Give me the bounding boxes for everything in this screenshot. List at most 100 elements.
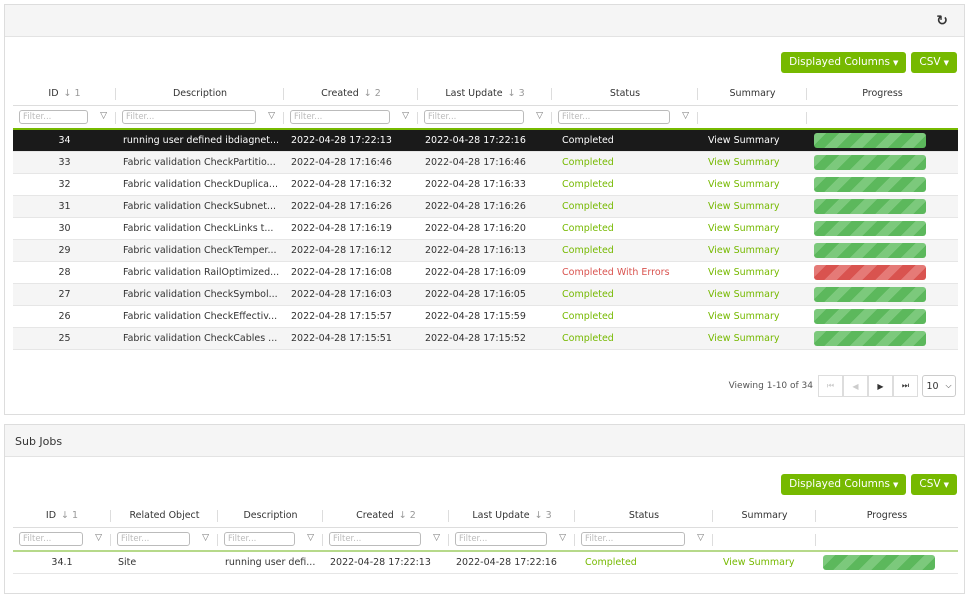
filter-input[interactable]: Filter... <box>117 531 190 546</box>
column-header[interactable]: ID ↓ 1 <box>13 505 111 527</box>
column-header[interactable]: Created ↓ 2 <box>284 83 418 105</box>
header-row: ID ↓ 1 Related Object Description Created ↓ 2… <box>13 505 958 527</box>
view-summary-link[interactable]: View Summary <box>698 305 807 328</box>
column-header[interactable]: Related Object <box>111 505 218 527</box>
column-label: Created <box>321 88 359 100</box>
column-header[interactable]: Created ↓ 2 <box>323 505 449 527</box>
id-cell: 28 <box>13 261 116 284</box>
filter-icon[interactable]: ▽ <box>268 110 275 121</box>
filter-icon[interactable]: ▽ <box>682 110 689 121</box>
view-summary-link[interactable]: View Summary <box>698 327 807 350</box>
view-summary-link[interactable]: View Summary <box>698 195 807 218</box>
prev-page-button[interactable]: ◀ <box>843 375 868 397</box>
created-cell: 2022-04-28 17:22:13 <box>284 129 418 152</box>
table-row[interactable]: 25 Fabric validation CheckCables ... 2022-… <box>13 327 958 350</box>
column-header[interactable]: Description <box>116 83 284 105</box>
table-row[interactable]: 30 Fabric validation CheckLinks t... 2022-… <box>13 217 958 240</box>
filter-input[interactable]: Filter... <box>455 531 547 546</box>
column-label: Progress <box>866 510 908 522</box>
column-header[interactable]: ID ↓ 1 <box>13 83 116 105</box>
view-summary-link[interactable]: View Summary <box>698 151 807 174</box>
table-row[interactable]: 32 Fabric validation CheckDuplica... 2022-… <box>13 173 958 196</box>
view-summary-link[interactable]: View Summary <box>698 239 807 262</box>
filter-icon[interactable]: ▽ <box>100 110 107 121</box>
filter-input[interactable]: Filter... <box>224 531 295 546</box>
column-header[interactable]: Status <box>575 505 713 527</box>
created-cell: 2022-04-28 17:16:03 <box>284 283 418 306</box>
table-row[interactable]: 33 Fabric validation CheckPartitio... 2022… <box>13 151 958 174</box>
table-row[interactable]: 29 Fabric validation CheckTemper... 2022-0… <box>13 239 958 262</box>
filter-icon[interactable]: ▽ <box>536 110 543 121</box>
view-summary-link[interactable]: View Summary <box>713 551 816 574</box>
column-header[interactable]: Last Update ↓ 3 <box>418 83 552 105</box>
progress-bar <box>814 220 926 236</box>
table-row[interactable]: 26 Fabric validation CheckEffectiv... 2022… <box>13 305 958 328</box>
sub-csv-button[interactable]: CSV ▼ <box>911 474 957 495</box>
filter-icon[interactable]: ▽ <box>202 532 209 543</box>
created-cell: 2022-04-28 17:16:08 <box>284 261 418 284</box>
sub-displayed-columns-button[interactable]: Displayed Columns ▼ <box>781 474 907 495</box>
column-header[interactable]: Summary <box>698 83 807 105</box>
filter-icon[interactable]: ▽ <box>433 532 440 543</box>
displayed-columns-button[interactable]: Displayed Columns ▼ <box>781 52 907 73</box>
description-cell: Fabric validation CheckEffectiv... <box>116 305 284 328</box>
pagination-info: Viewing 1-10 of 34 <box>728 381 813 391</box>
column-header[interactable]: Progress <box>807 83 958 105</box>
sort-order: 2 <box>374 88 381 100</box>
sub-jobs-panel: Sub Jobs Displayed Columns ▼ CSV ▼ ID ↓ 1 Re… <box>4 424 965 594</box>
filter-icon[interactable]: ▽ <box>697 532 704 543</box>
table-row[interactable]: 34.1 Site running user defi... 2022-04-28 1… <box>13 551 958 574</box>
status-cell: Completed <box>575 551 713 574</box>
last-page-button[interactable]: ⏭ <box>893 375 918 397</box>
table-row[interactable]: 28 Fabric validation RailOptimized... 2022… <box>13 261 958 284</box>
view-summary-link[interactable]: View Summary <box>698 283 807 306</box>
filter-icon[interactable]: ▽ <box>559 532 566 543</box>
next-page-button[interactable]: ▶ <box>868 375 893 397</box>
id-cell: 32 <box>13 173 116 196</box>
filter-input[interactable]: Filter... <box>558 109 670 124</box>
filter-input[interactable]: Filter... <box>424 109 524 124</box>
filter-icon[interactable]: ▽ <box>95 532 102 543</box>
column-header[interactable]: Status <box>552 83 698 105</box>
column-header[interactable]: Description <box>218 505 323 527</box>
column-label: Description <box>172 88 228 100</box>
column-label: ID <box>48 88 59 100</box>
view-summary-link[interactable]: View Summary <box>698 173 807 196</box>
sort-desc-icon: ↓ 3 <box>534 510 552 522</box>
id-cell: 33 <box>13 151 116 174</box>
view-summary-link[interactable]: View Summary <box>698 217 807 240</box>
filter-icon[interactable]: ▽ <box>402 110 409 121</box>
view-summary-link[interactable]: View Summary <box>698 261 807 284</box>
progress-bar <box>814 330 926 346</box>
related-cell: Site <box>111 551 218 574</box>
description-cell: running user defined ibdiagnet... <box>116 129 284 152</box>
filter-icon[interactable]: ▽ <box>307 532 314 543</box>
sort-order: 3 <box>545 510 552 522</box>
description-cell: Fabric validation CheckPartitio... <box>116 151 284 174</box>
refresh-icon[interactable]: ↻ <box>936 13 948 29</box>
description-cell: Fabric validation CheckSymbol... <box>116 283 284 306</box>
filter-input[interactable]: Filter... <box>19 109 88 124</box>
page-size-value: 10 <box>926 380 939 392</box>
csv-button[interactable]: CSV ▼ <box>911 52 957 73</box>
column-header[interactable]: Summary <box>713 505 816 527</box>
column-label: Summary <box>741 510 788 522</box>
column-label: Last Update <box>472 510 530 522</box>
filter-input[interactable]: Filter... <box>122 109 256 124</box>
column-header[interactable]: Last Update ↓ 3 <box>449 505 575 527</box>
filter-input[interactable]: Filter... <box>329 531 421 546</box>
column-header[interactable]: Progress <box>816 505 958 527</box>
table-row[interactable]: 34 running user defined ibdiagnet... 2022-… <box>13 129 958 152</box>
filter-input[interactable]: Filter... <box>581 531 685 546</box>
page-size-select[interactable]: 10 ⌵ <box>922 375 956 397</box>
table-row[interactable]: 27 Fabric validation CheckSymbol... 2022-0… <box>13 283 958 306</box>
table-row[interactable]: 31 Fabric validation CheckSubnet... 2022-0… <box>13 195 958 218</box>
filter-row: Filter... ▽ Filter... ▽ Filter... ▽ Filter... ▽… <box>13 527 958 551</box>
created-cell: 2022-04-28 17:16:46 <box>284 151 418 174</box>
view-summary-link[interactable]: View Summary <box>698 129 807 152</box>
filter-input[interactable]: Filter... <box>19 531 83 546</box>
description-cell: Fabric validation CheckTemper... <box>116 239 284 262</box>
first-page-button[interactable]: ⏮ <box>818 375 843 397</box>
filter-input[interactable]: Filter... <box>290 109 390 124</box>
column-label: Created <box>356 510 394 522</box>
